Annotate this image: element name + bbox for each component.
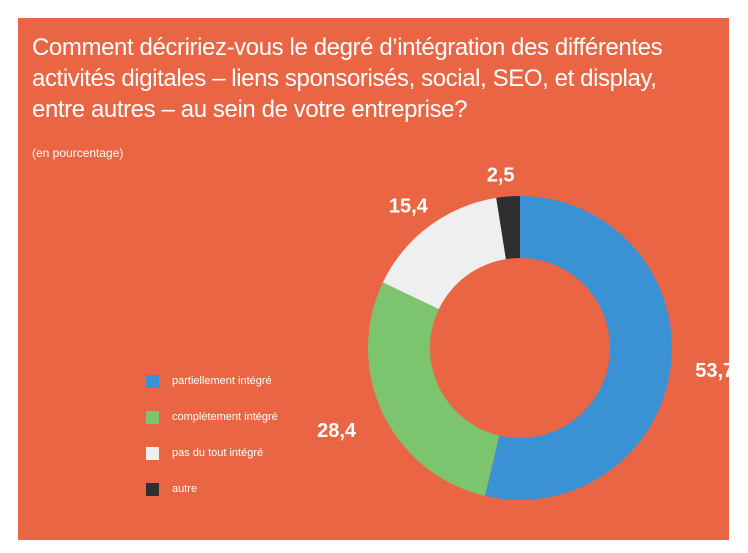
chart-subtitle: (en pourcentage) bbox=[32, 146, 124, 160]
chart-legend: partiellement intégré complètement intég… bbox=[146, 374, 278, 518]
legend-item-autre: autre bbox=[146, 482, 278, 496]
legend-item-partiellement-integre: partiellement intégré bbox=[146, 374, 278, 388]
legend-label: autre bbox=[172, 482, 198, 495]
value-label: 2,5 bbox=[487, 165, 515, 187]
value-label: 15,4 bbox=[389, 196, 429, 218]
slice-pas-du-tout-intégré bbox=[382, 197, 506, 310]
donut-chart: 53,7 28,4 15,4 2,5 bbox=[317, 165, 729, 500]
slice-partiellement-intégré bbox=[484, 196, 672, 500]
legend-swatch bbox=[146, 482, 159, 496]
legend-label: pas du tout intégré bbox=[172, 446, 264, 459]
legend-item-completement-integre: complètement intégré bbox=[146, 410, 278, 424]
legend-item-pas-du-tout-integre: pas du tout intégré bbox=[146, 446, 278, 460]
value-label: 53,7 bbox=[695, 360, 729, 382]
legend-label: partiellement intégré bbox=[172, 374, 272, 387]
value-label: 28,4 bbox=[317, 420, 357, 442]
legend-swatch bbox=[146, 374, 159, 388]
donut-slices bbox=[368, 196, 672, 500]
slice-autre bbox=[496, 196, 520, 260]
chart-panel: Comment décririez-vous le degré d’intégr… bbox=[18, 18, 729, 540]
legend-label: complètement intégré bbox=[172, 410, 278, 423]
legend-swatch bbox=[146, 410, 159, 424]
legend-swatch bbox=[146, 446, 159, 460]
value-labels: 53,7 28,4 15,4 2,5 bbox=[317, 165, 729, 442]
chart-title: Comment décririez-vous le degré d’intégr… bbox=[32, 34, 663, 123]
slice-complètement-intégré bbox=[368, 282, 500, 496]
